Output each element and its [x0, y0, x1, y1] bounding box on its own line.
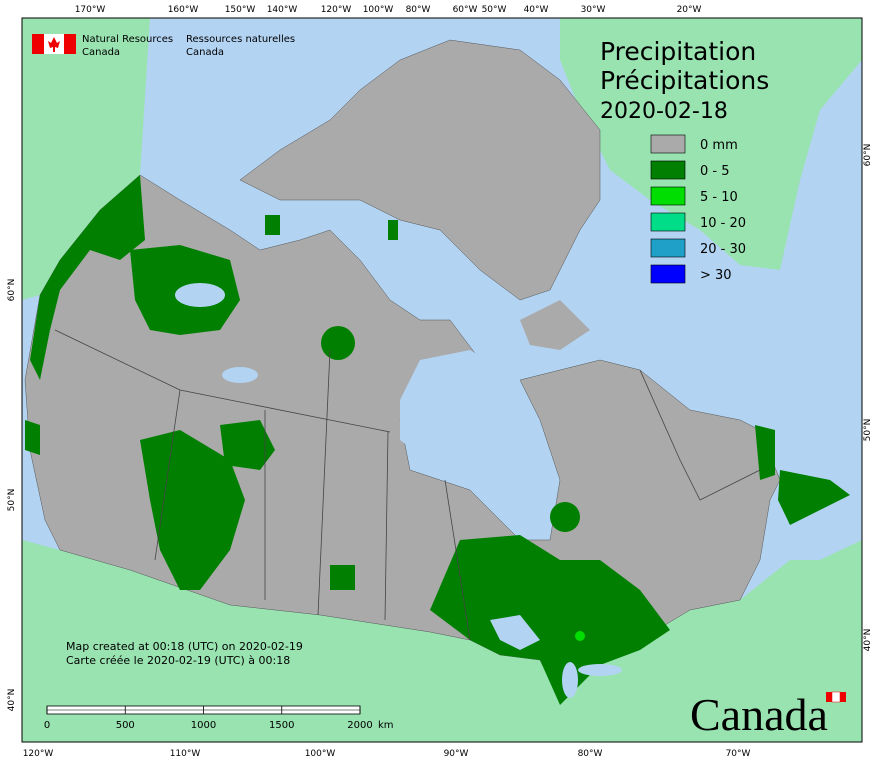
united-states [22, 540, 862, 742]
flag-bar [32, 34, 44, 54]
created-fr: Carte créée le 2020-02-19 (UTC) à 00:18 [66, 654, 290, 667]
agency-fr: Ressources naturelles [186, 34, 295, 45]
graticule-labels: 170°W 160°W 150°W 140°W 120°W 100°W 80°W 60°W 50… [7, 5, 873, 759]
scale-bar-unit: km [378, 720, 394, 731]
lat-label-left: 60°N [7, 279, 17, 302]
lon-label-top: 170°W [75, 5, 106, 15]
lon-label-bottom: 70°W [726, 749, 751, 759]
scale-bar: 0 500 1000 1500 2000 km [44, 705, 394, 731]
title-fr: Précipitations [600, 66, 769, 95]
agency-en: Canada [82, 47, 120, 58]
scale-bar-label: 0 [44, 720, 50, 731]
agency-header: Natural Resources Canada Ressources natu… [32, 34, 295, 58]
flag-bar [64, 34, 76, 54]
lon-label-top: 100°W [363, 5, 394, 15]
title-date: 2020-02-18 [600, 99, 728, 124]
legend-label: 10 - 20 [700, 216, 746, 231]
lon-label-top: 60°W [453, 5, 478, 15]
legend-swatch [650, 160, 686, 180]
lat-label-left: 50°N [7, 489, 17, 512]
lon-label-top: 50°W [482, 5, 507, 15]
hudson-bay [400, 350, 530, 500]
scale-bar-label: 1000 [191, 720, 216, 731]
lat-label-left: 40°N [7, 689, 17, 712]
lon-label-top: 140°W [267, 5, 298, 15]
legend-swatch [650, 212, 686, 232]
lon-label-top: 20°W [677, 5, 702, 15]
scale-bar-label: 2000 [347, 720, 372, 731]
title-en: Precipitation [600, 37, 756, 66]
lon-label-top: 40°W [524, 5, 549, 15]
lat-label-right: 50°N [863, 419, 873, 442]
lon-label-top: 80°W [406, 5, 431, 15]
legend: 0 mm 0 - 5 5 - 10 10 - 20 20 - 30 > 30 [650, 134, 746, 284]
legend-label: 0 - 5 [700, 164, 730, 179]
lon-label-top: 160°W [168, 5, 199, 15]
greenland [560, 18, 862, 270]
precip-0-5 [25, 175, 850, 705]
legend-label: 20 - 30 [700, 242, 746, 257]
legend-swatch [650, 238, 686, 258]
agency-en: Natural Resources [82, 34, 173, 45]
wordmark-flag [826, 692, 832, 702]
wordmark-flag [840, 692, 846, 702]
agency-fr: Canada [186, 47, 224, 58]
scale-bar-label: 1500 [269, 720, 294, 731]
legend-swatch [650, 186, 686, 206]
precip-5-10 [575, 631, 585, 641]
created-en: Map created at 00:18 (UTC) on 2020-02-19 [66, 640, 303, 653]
arctic-islands [239, 39, 601, 301]
lon-label-bottom: 80°W [578, 749, 603, 759]
lakes [175, 283, 622, 698]
lon-label-top: 30°W [581, 5, 606, 15]
maple-leaf [48, 37, 60, 52]
lat-label-right: 40°N [863, 629, 873, 652]
map-frame [21, 17, 863, 743]
wordmark-flag [831, 691, 841, 703]
legend-label: > 30 [700, 268, 732, 283]
lon-label-bottom: 110°W [170, 749, 201, 759]
baffin-south [520, 300, 590, 350]
lon-label-top: 150°W [225, 5, 256, 15]
legend-swatch [650, 264, 686, 284]
province-borders [54, 329, 761, 641]
scale-bar-label: 500 [116, 720, 135, 731]
lat-label-right: 60°N [863, 144, 873, 167]
lon-label-bottom: 90°W [444, 749, 469, 759]
lon-label-bottom: 120°W [23, 749, 54, 759]
legend-label: 0 mm [700, 138, 738, 153]
alaska [22, 18, 150, 300]
lon-label-bottom: 100°W [305, 749, 336, 759]
wordmark: Canada [690, 689, 828, 740]
legend-swatch [650, 134, 686, 154]
legend-label: 5 - 10 [700, 190, 738, 205]
frame-border [21, 17, 863, 743]
lon-label-top: 120°W [321, 5, 352, 15]
